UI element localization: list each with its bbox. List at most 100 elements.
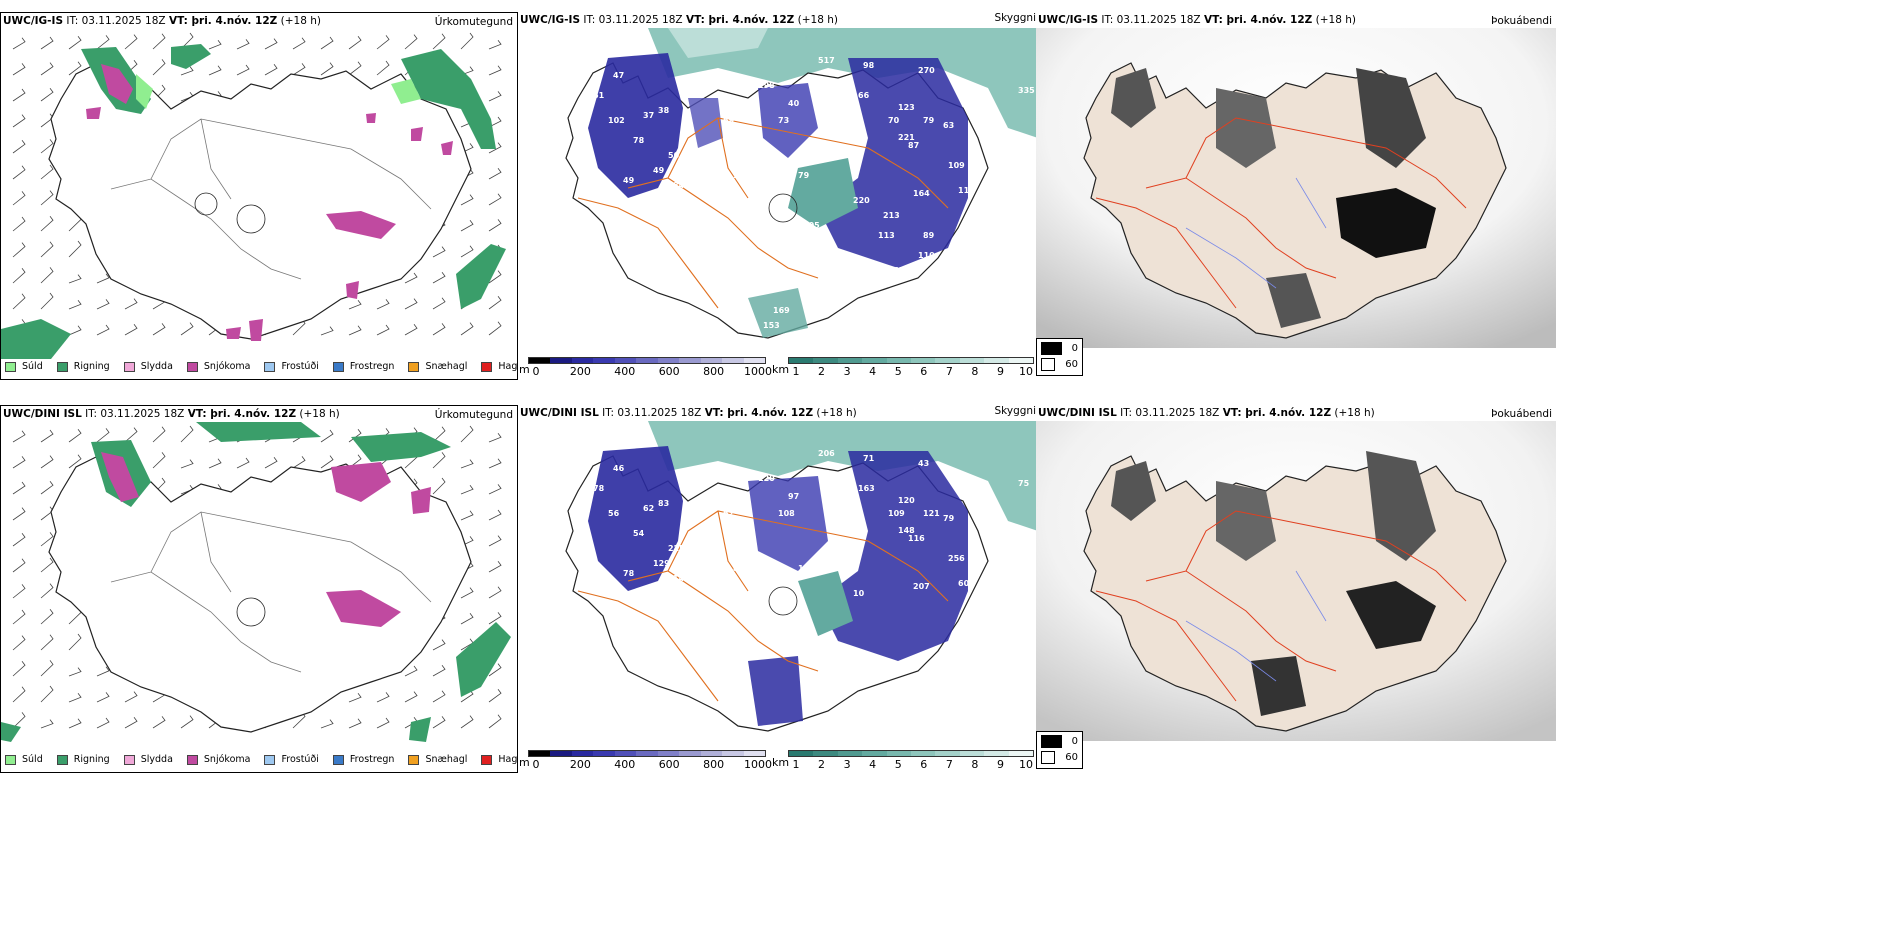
snow-area <box>441 141 453 155</box>
wind-barb <box>40 292 54 310</box>
cloud-base-label: 79 <box>943 514 955 523</box>
cloud-base-label: 49 <box>653 166 665 175</box>
legend-item-drizzle: Súld <box>5 754 43 765</box>
wind-barb <box>68 325 82 336</box>
wind-barb <box>96 35 110 50</box>
wind-barb <box>96 692 110 703</box>
wind-barb <box>12 37 26 50</box>
wind-barb <box>460 587 474 599</box>
cloud-base-label: 137 <box>798 564 815 573</box>
colorbar-swatch <box>862 751 887 756</box>
legend-swatch <box>5 754 16 765</box>
colorbar-swatch <box>614 751 637 756</box>
iceland-outline <box>48 456 472 733</box>
wind-barb <box>488 432 502 443</box>
wind-barb <box>208 458 222 469</box>
wind-barb <box>124 716 138 729</box>
fog-key-swatch <box>1041 751 1056 764</box>
scale-tick-label: 600 <box>658 365 680 378</box>
wind-barb <box>40 455 54 469</box>
wind-barb <box>488 167 502 180</box>
fog-area <box>1216 481 1276 561</box>
colorbar-swatch <box>935 751 960 756</box>
wind-barb <box>12 558 26 573</box>
cloud-base-label: 78 <box>633 136 645 145</box>
cloud-base-label: 75 <box>1018 479 1030 488</box>
cloud-base-label: 116 <box>908 534 925 543</box>
wind-barb <box>68 299 82 310</box>
glacier <box>236 204 266 234</box>
cloud-base-label: 38 <box>658 106 670 115</box>
wind-barb <box>460 425 474 443</box>
colorbar-swatch <box>984 751 1009 756</box>
cloud-base-label: 109 <box>888 509 905 518</box>
legend-swatch <box>264 361 276 372</box>
visibility-unit: km <box>772 756 790 769</box>
wind-barb <box>404 34 418 50</box>
visibility-ticks: 1 2 3 4 5 6 7 8 9 10 <box>788 364 1034 378</box>
cloud-base-label: 148 <box>898 526 915 535</box>
cloud-base-label: 169 <box>773 306 790 315</box>
cloud-base-label: 50 <box>668 151 680 160</box>
wind-barb <box>68 718 82 729</box>
dense-fog-area <box>1336 188 1436 258</box>
wind-barb <box>40 190 54 206</box>
wind-barb <box>180 32 194 50</box>
cloud-base-label: 105 <box>803 221 820 230</box>
snow-area <box>326 211 396 239</box>
colorbar-swatch <box>529 751 551 756</box>
wind-barb <box>292 37 306 50</box>
colorbar-swatch <box>657 358 680 363</box>
wind-barb <box>348 35 362 50</box>
cloud-base-label: 83 <box>733 564 744 573</box>
visibility-map: 131 517 47 298 98 270 335 61 40 66 123 38 37 102 70 79 6… <box>565 28 1038 340</box>
wind-barb <box>180 459 194 469</box>
visibility-colorbar <box>788 357 1034 364</box>
wind-barb <box>488 219 502 232</box>
cloud-base-label: 270 <box>918 66 935 75</box>
wind-barb <box>152 452 166 469</box>
wind-barb <box>68 454 82 469</box>
colorbar-swatch <box>911 358 936 363</box>
wind-barb <box>12 584 26 599</box>
cloud-base-label: 12 <box>868 296 879 305</box>
colorbar-swatch <box>529 358 551 363</box>
wind-barb <box>40 164 54 180</box>
wind-barb <box>460 194 474 206</box>
fog-area <box>1111 461 1156 521</box>
colorbar-swatch <box>593 358 615 363</box>
wind-barb <box>40 429 54 443</box>
wind-barb <box>40 139 54 154</box>
cloud-base-label: 73 <box>778 116 789 125</box>
snow-area <box>411 487 431 514</box>
cloud-base-label: 115 <box>958 186 975 195</box>
scale-tick-label: 5 <box>894 758 902 771</box>
low-cloud-area <box>588 53 683 198</box>
cloud-base-label: 72 <box>848 111 859 120</box>
fog-key: 0 60 <box>1036 338 1083 376</box>
scale-tick-label: 3 <box>843 758 851 771</box>
wind-barb <box>68 633 82 651</box>
colorbar-swatch <box>550 751 572 756</box>
legend-item-snow-pellets: Snæhagl <box>408 361 467 372</box>
rivers <box>1185 177 1327 289</box>
panel-name: Skyggni <box>994 12 1037 24</box>
colorbar-swatch <box>1008 358 1034 363</box>
scale-tick-label: 3 <box>843 365 851 378</box>
wind-barb <box>488 535 502 547</box>
scale-tick-label: 6 <box>920 365 928 378</box>
cloud-base-label: 220 <box>853 196 870 205</box>
legend-swatch <box>56 754 68 765</box>
wind-barb <box>12 532 26 547</box>
snow-area <box>326 590 401 627</box>
legend-item-freezing-drizzle: Frostúði <box>264 754 319 765</box>
legend-item-sleet: Slydda <box>123 361 173 372</box>
wind-barb <box>460 510 474 521</box>
colorbar-swatch <box>700 751 723 756</box>
wind-barb <box>96 717 110 729</box>
wind-barb <box>460 322 474 336</box>
cloud-base-label: 129 <box>653 559 670 568</box>
wind-barb <box>68 35 82 50</box>
cloud-base-scale: 0 200 400 600 800 1000 <box>528 750 772 771</box>
